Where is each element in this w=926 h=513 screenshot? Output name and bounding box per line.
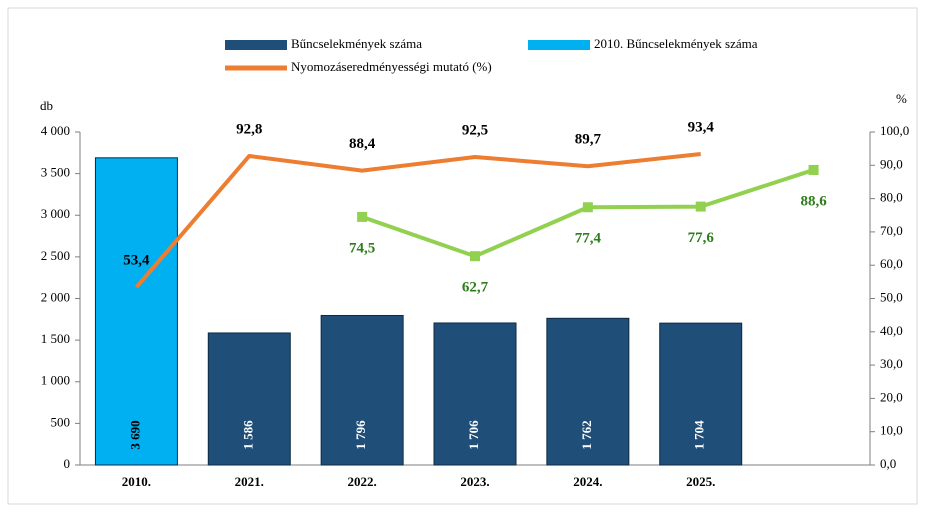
legend-label: Nyomozáseredményességi mutató (%) xyxy=(291,59,492,74)
y2-tick-label: 80,0 xyxy=(880,190,903,205)
x-tick-label: 2021. xyxy=(235,474,264,489)
line-value-label: 89,7 xyxy=(575,132,602,148)
y-tick-label: 2 500 xyxy=(41,248,70,263)
x-tick-label: 2010. xyxy=(122,474,151,489)
y-tick-label: 3 000 xyxy=(41,206,70,221)
x-tick-label: 2022. xyxy=(348,474,377,489)
y2-tick-label: 70,0 xyxy=(880,223,903,238)
bar-value-label: 3 690 xyxy=(127,420,142,449)
line-value-label: 93,4 xyxy=(688,119,715,135)
y2-tick-label: 60,0 xyxy=(880,256,903,271)
y2-tick-label: 40,0 xyxy=(880,323,903,338)
x-tick-label: 2025. xyxy=(686,474,715,489)
x-tick-label: 2023. xyxy=(460,474,489,489)
bar-value-label: 1 762 xyxy=(579,420,594,449)
y-tick-label: 3 500 xyxy=(41,165,70,180)
y2-tick-label: 20,0 xyxy=(880,389,903,404)
y2-axis-label: % xyxy=(896,91,907,106)
y2-tick-label: 100,0 xyxy=(880,123,909,138)
line-value-label: 88,4 xyxy=(349,136,376,152)
bar-value-label: 1 586 xyxy=(240,420,255,450)
y-tick-label: 0 xyxy=(64,456,71,471)
line-marker xyxy=(470,251,480,261)
y-tick-label: 1 000 xyxy=(41,373,70,388)
chart: db % 0 500 1 000 1 500 2 000 2 500 3 000 3 500 4… xyxy=(0,0,926,513)
line-value-label: 62,7 xyxy=(462,280,489,296)
y-tick-label: 2 000 xyxy=(41,289,70,304)
line-value-label: 77,4 xyxy=(575,231,602,247)
legend-label: Bűncselekmények száma xyxy=(291,36,422,51)
line-value-label: 92,5 xyxy=(462,122,488,138)
y2-tick-label: 30,0 xyxy=(880,356,903,371)
y2-tick-label: 90,0 xyxy=(880,156,903,171)
line-value-label: 88,6 xyxy=(800,193,827,209)
legend-swatch xyxy=(225,40,287,50)
line-marker xyxy=(583,202,593,212)
y2-tick-label: 10,0 xyxy=(880,423,903,438)
line-marker xyxy=(809,165,819,175)
line-value-label: 53,4 xyxy=(123,253,150,269)
y2-tick-label: 0,0 xyxy=(880,456,896,471)
y-tick-label: 4 000 xyxy=(41,123,70,138)
y-axis-label: db xyxy=(40,98,53,113)
line-value-label: 77,6 xyxy=(688,230,715,246)
line-marker xyxy=(696,202,706,212)
line-value-label: 92,8 xyxy=(236,121,262,137)
y-tick-label: 1 500 xyxy=(41,331,70,346)
bar xyxy=(95,158,177,465)
bar-value-label: 1 706 xyxy=(466,420,481,450)
bar-value-label: 1 704 xyxy=(692,420,707,450)
y-tick-label: 500 xyxy=(51,414,71,429)
legend-swatch xyxy=(528,40,590,50)
line-marker xyxy=(357,212,367,222)
bar-value-label: 1 796 xyxy=(353,420,368,450)
legend-label: 2010. Bűncselekmények száma xyxy=(594,36,758,51)
y2-tick-label: 50,0 xyxy=(880,289,903,304)
x-tick-label: 2024. xyxy=(573,474,602,489)
line-value-label: 74,5 xyxy=(349,240,375,256)
